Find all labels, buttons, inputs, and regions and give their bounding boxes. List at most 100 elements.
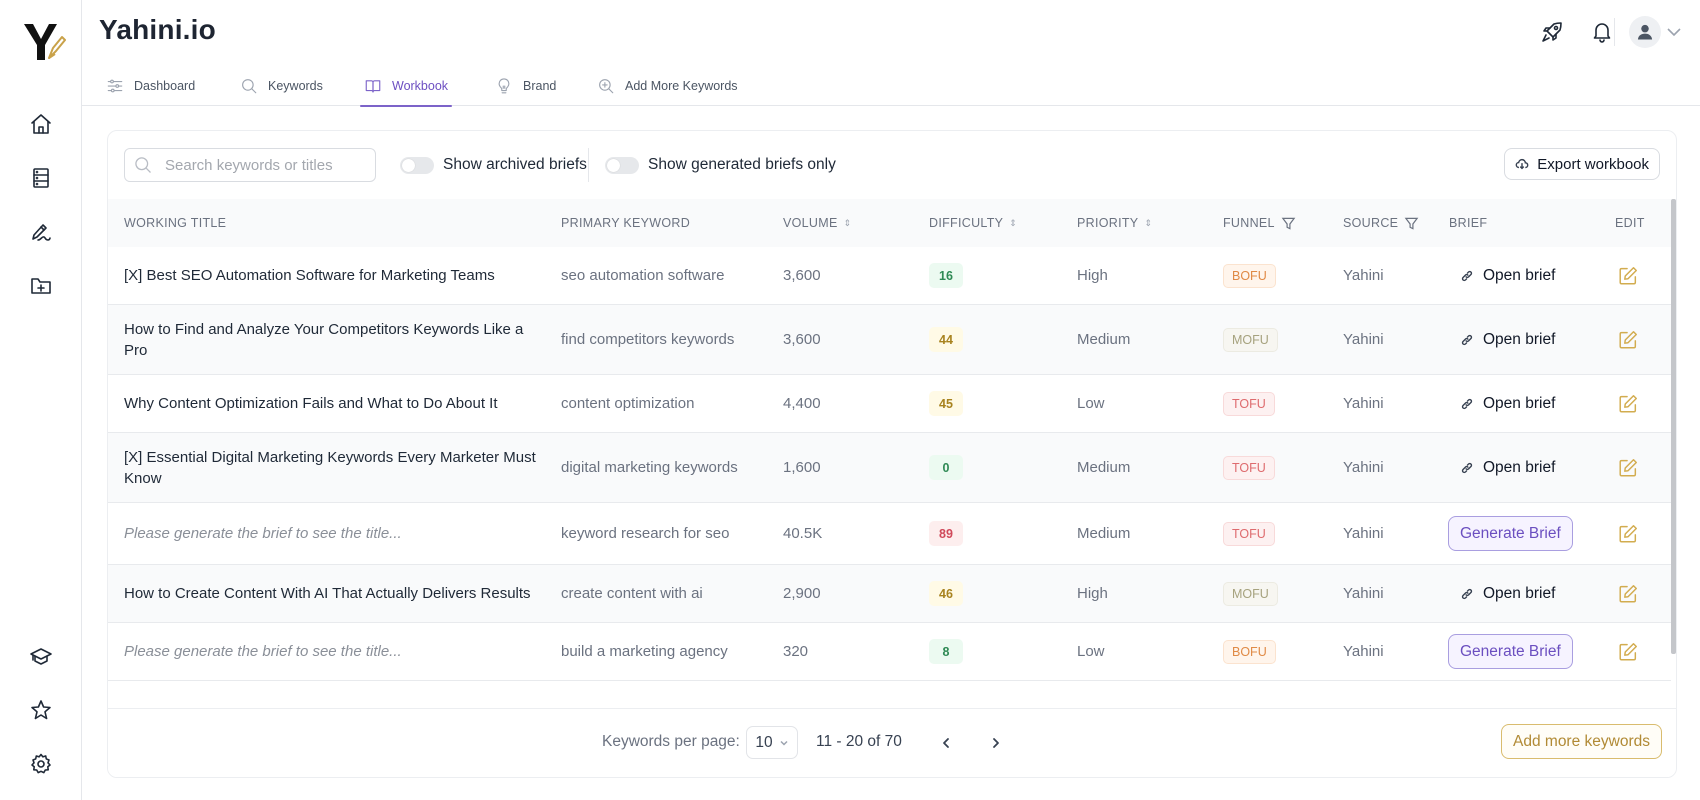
priority: Low <box>1077 643 1105 660</box>
edit-icon[interactable] <box>1617 265 1639 287</box>
prev-page-button[interactable] <box>934 731 958 755</box>
volume: 3,600 <box>783 267 821 284</box>
priority: High <box>1077 267 1108 284</box>
archived-toggle-switch[interactable] <box>400 156 434 174</box>
edit-icon[interactable] <box>1617 457 1639 479</box>
col-priority[interactable]: PRIORITY ⇕ <box>1077 216 1153 230</box>
table-row: How to Create Content With AI That Actua… <box>108 565 1671 623</box>
filter-icon[interactable] <box>1281 216 1296 231</box>
edit-icon[interactable] <box>1617 393 1639 415</box>
toolbar-divider <box>588 148 589 182</box>
primary-keyword: create content with ai <box>561 585 703 602</box>
folder-plus-icon[interactable] <box>27 272 55 300</box>
book-open-icon <box>365 80 381 93</box>
signature-pen-icon[interactable] <box>27 218 55 246</box>
next-page-button[interactable] <box>984 731 1008 755</box>
export-workbook-button[interactable]: Export workbook <box>1504 148 1660 180</box>
per-page-select[interactable]: 10 <box>746 726 798 759</box>
table-scrollbar[interactable] <box>1671 199 1676 654</box>
header-divider <box>1614 18 1615 46</box>
cloud-download-icon <box>1515 158 1529 170</box>
generate-brief-button[interactable]: Generate Brief <box>1448 516 1573 551</box>
difficulty-cell: 16 <box>929 247 963 304</box>
tab-brand[interactable]: Brand <box>491 66 560 106</box>
toggle-show-generated-only[interactable]: Show generated briefs only <box>605 148 836 182</box>
col-volume[interactable]: VOLUME ⇕ <box>783 216 852 230</box>
difficulty-cell: 89 <box>929 503 963 564</box>
open-brief-link[interactable]: Open brief <box>1460 585 1555 603</box>
home-icon[interactable] <box>27 110 55 138</box>
sort-icon[interactable]: ⇕ <box>1144 217 1153 228</box>
toggle-show-archived[interactable]: Show archived briefs <box>400 148 587 182</box>
add-more-keywords-button[interactable]: Add more keywords <box>1501 724 1662 759</box>
per-page-value: 10 <box>755 733 773 751</box>
table-header: WORKING TITLE PRIMARY KEYWORD VOLUME ⇕ DI… <box>108 199 1671 247</box>
priority: Medium <box>1077 459 1131 476</box>
edit-icon[interactable] <box>1617 523 1639 545</box>
generate-brief-button[interactable]: Generate Brief <box>1448 634 1573 669</box>
edit-cell <box>1617 305 1639 374</box>
funnel-badge: TOFU <box>1223 521 1275 546</box>
edit-icon[interactable] <box>1617 583 1639 605</box>
star-icon[interactable] <box>27 696 55 724</box>
volume: 1,600 <box>783 459 821 476</box>
tab-keywords[interactable]: Keywords <box>236 66 327 106</box>
open-brief-link[interactable]: Open brief <box>1460 331 1555 349</box>
tab-add-more-keywords[interactable]: Add More Keywords <box>593 66 742 106</box>
generated-toggle-switch[interactable] <box>605 156 639 174</box>
working-title: Please generate the brief to see the tit… <box>124 525 402 542</box>
col-edit: EDIT <box>1615 216 1645 230</box>
graduation-cap-icon[interactable] <box>27 642 55 670</box>
yahini-logo-pencil-icon[interactable] <box>22 22 66 62</box>
difficulty-badge: 0 <box>929 455 963 480</box>
working-title: How to Find and Analyze Your Competitors… <box>124 320 524 359</box>
funnel-cell: TOFU <box>1223 433 1275 502</box>
chevron-down-icon <box>780 740 788 746</box>
primary-keyword: build a marketing agency <box>561 643 728 660</box>
open-brief-link[interactable]: Open brief <box>1460 267 1555 285</box>
open-brief-link[interactable]: Open brief <box>1460 395 1555 413</box>
source: Yahini <box>1343 585 1384 602</box>
search-input[interactable] <box>165 156 365 174</box>
sort-icon[interactable]: ⇕ <box>1009 217 1018 228</box>
rocket-icon[interactable] <box>1538 18 1566 46</box>
difficulty-badge: 89 <box>929 521 963 546</box>
brief-cell: Open brief <box>1448 565 1555 622</box>
gear-icon[interactable] <box>27 750 55 778</box>
server-stack-icon[interactable] <box>27 164 55 192</box>
source: Yahini <box>1343 643 1384 660</box>
sliders-icon <box>107 79 123 93</box>
chevron-down-icon[interactable] <box>1666 24 1682 40</box>
avatar-user-icon[interactable] <box>1629 16 1661 48</box>
source: Yahini <box>1343 331 1384 348</box>
funnel-badge: MOFU <box>1223 581 1278 606</box>
tab-label: Keywords <box>268 79 323 93</box>
tab-label: Brand <box>523 79 557 93</box>
col-primary-keyword: PRIMARY KEYWORD <box>561 216 691 230</box>
open-brief-link[interactable]: Open brief <box>1460 459 1555 477</box>
col-working-title: WORKING TITLE <box>124 216 227 230</box>
difficulty-badge: 45 <box>929 391 963 416</box>
tab-workbook[interactable]: Workbook <box>360 66 453 107</box>
col-funnel: FUNNEL <box>1223 199 1296 247</box>
filter-icon[interactable] <box>1404 216 1419 231</box>
open-brief-label: Open brief <box>1483 266 1556 284</box>
per-page-label: Keywords per page: <box>602 733 740 750</box>
bell-icon[interactable] <box>1588 18 1616 46</box>
brief-cell: Open brief <box>1448 375 1555 432</box>
open-brief-label: Open brief <box>1483 458 1556 476</box>
funnel-badge: TOFU <box>1223 455 1275 480</box>
priority: High <box>1077 585 1108 602</box>
source: Yahini <box>1343 459 1384 476</box>
edit-icon[interactable] <box>1617 641 1639 663</box>
brief-cell: Open brief <box>1448 247 1555 304</box>
brief-cell: Open brief <box>1448 433 1555 502</box>
edit-icon[interactable] <box>1617 329 1639 351</box>
col-difficulty[interactable]: DIFFICULTY ⇕ <box>929 216 1018 230</box>
search-field[interactable] <box>124 148 376 182</box>
funnel-cell: BOFU <box>1223 247 1276 304</box>
sort-icon[interactable]: ⇕ <box>843 217 852 228</box>
open-brief-label: Open brief <box>1483 330 1556 348</box>
col-source: SOURCE <box>1343 199 1419 247</box>
tab-dashboard[interactable]: Dashboard <box>102 66 199 106</box>
